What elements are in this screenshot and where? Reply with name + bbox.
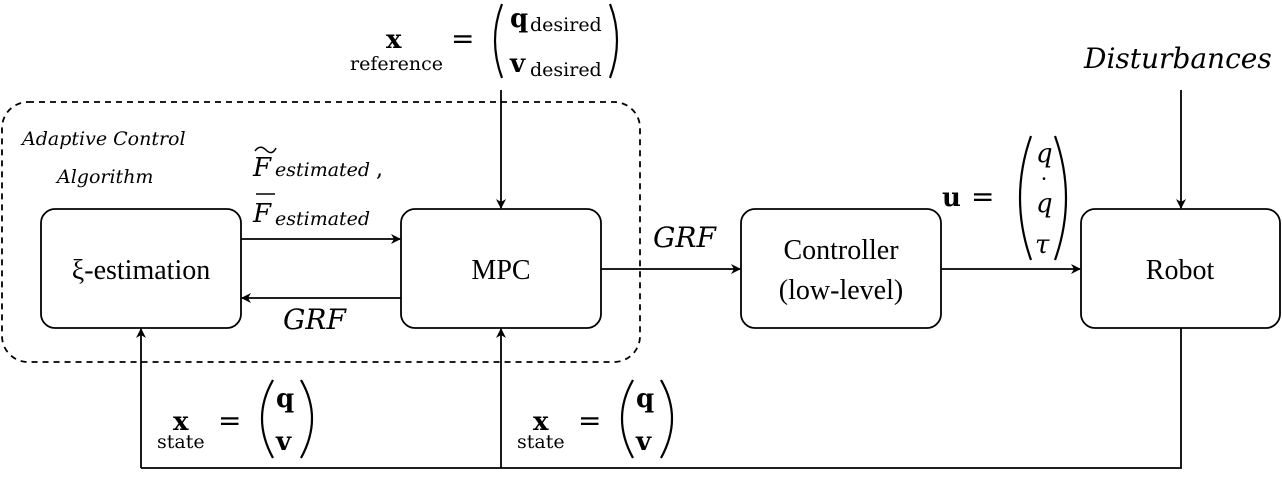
state-vector-left: x state = q v (157, 379, 314, 459)
q-entry: q (276, 384, 294, 414)
v-desired-symbol: v (509, 49, 526, 79)
xi-estimation-label: ξ-estimation (72, 255, 210, 286)
robot-label: Robot (1146, 255, 1215, 286)
group-title-line2: Algorithm (55, 166, 153, 188)
disturbances-label: Disturbances (1083, 42, 1272, 75)
right-paren (1053, 135, 1068, 261)
state-equals: = (218, 404, 241, 437)
state-subscript: state (157, 431, 205, 453)
tilde-accent (254, 146, 277, 154)
q-desired-symbol: q (510, 4, 528, 34)
v-entry: v (275, 427, 292, 457)
left-paren (1018, 135, 1033, 261)
f-bar: F (252, 199, 272, 229)
right-paren (660, 379, 674, 459)
f-tilde-subscript: estimated (275, 159, 370, 181)
group-title-line1: Adaptive Control (20, 128, 186, 150)
controller-block[interactable] (740, 208, 942, 329)
v-entry: v (635, 427, 652, 457)
u-vector: u = q ˙ q τ (942, 135, 1068, 261)
feedback-line (141, 328, 1182, 469)
state-symbol: x (533, 407, 549, 437)
tau-entry: τ (1035, 230, 1050, 260)
qdot-dot: ˙ (1038, 174, 1050, 202)
v-desired-subscript: desired (530, 59, 602, 81)
state-vector-right: x state = q v (517, 379, 674, 459)
state-equals: = (578, 404, 601, 437)
right-paren (608, 3, 619, 79)
reference-symbol: x (386, 25, 402, 55)
comma: , (376, 157, 383, 182)
grf-feedback-label: GRF (283, 303, 347, 336)
f-bar-subscript: estimated (275, 208, 370, 230)
left-paren (493, 3, 504, 79)
controller-label-line2: (low-level) (779, 275, 903, 306)
reference-vector: x reference = q desired v desired (350, 3, 619, 81)
adaptive-control-group (1, 101, 641, 363)
mpc-label: MPC (471, 255, 530, 286)
f-tilde: F (252, 153, 272, 183)
grf-output-label: GRF (653, 221, 717, 254)
controller-label-line1: Controller (783, 235, 899, 266)
q-entry: q (1036, 139, 1053, 169)
q-entry: q (636, 384, 654, 414)
f-estimated-label: F estimated , F estimated (252, 146, 383, 230)
left-paren (260, 379, 274, 459)
qdot-entry: q (1036, 189, 1053, 219)
reference-equals: = (451, 22, 474, 55)
q-desired-subscript: desired (530, 14, 602, 36)
reference-subscript: reference (350, 53, 443, 75)
left-paren (620, 379, 634, 459)
u-symbol: u (942, 183, 961, 213)
state-subscript: state (517, 431, 565, 453)
u-equals: = (971, 180, 994, 213)
state-symbol: x (173, 407, 189, 437)
right-paren (300, 379, 314, 459)
